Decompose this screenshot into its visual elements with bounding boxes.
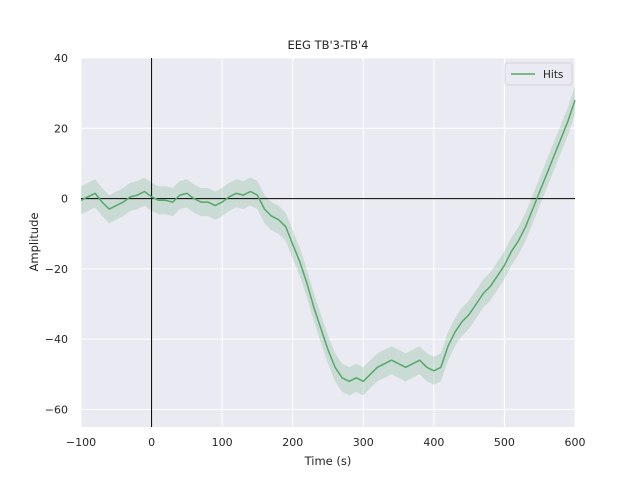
tick-labels: −100 0 100 200 300 400 500 600 −60 −40 −20 0 20 40 — [45, 52, 586, 449]
y-axis-label: Amplitude — [27, 213, 41, 272]
chart-title: EEG TB'3-TB'4 — [288, 38, 369, 52]
y-tick-label: 40 — [54, 52, 68, 65]
plot-area — [81, 58, 575, 427]
y-tick-label: −20 — [45, 263, 68, 276]
y-tick-label: 20 — [54, 122, 68, 135]
y-tick-label: 0 — [61, 193, 68, 206]
x-tick-label: 400 — [423, 436, 444, 449]
reference-lines — [81, 58, 575, 427]
legend-label-hits: Hits — [543, 69, 563, 81]
legend: Hits — [504, 62, 573, 86]
legend-box — [504, 62, 573, 86]
x-tick-label: 100 — [212, 436, 233, 449]
y-tick-label: −60 — [45, 403, 68, 416]
x-tick-label: 0 — [148, 436, 155, 449]
x-tick-label: 600 — [565, 436, 586, 449]
x-tick-label: −100 — [66, 436, 96, 449]
x-tick-label: 500 — [494, 436, 515, 449]
x-tick-label: 200 — [282, 436, 303, 449]
y-tick-label: −40 — [45, 333, 68, 346]
x-axis-label: Time (s) — [304, 454, 352, 468]
x-tick-label: 300 — [353, 436, 374, 449]
series-line-0 — [80, 99, 576, 383]
